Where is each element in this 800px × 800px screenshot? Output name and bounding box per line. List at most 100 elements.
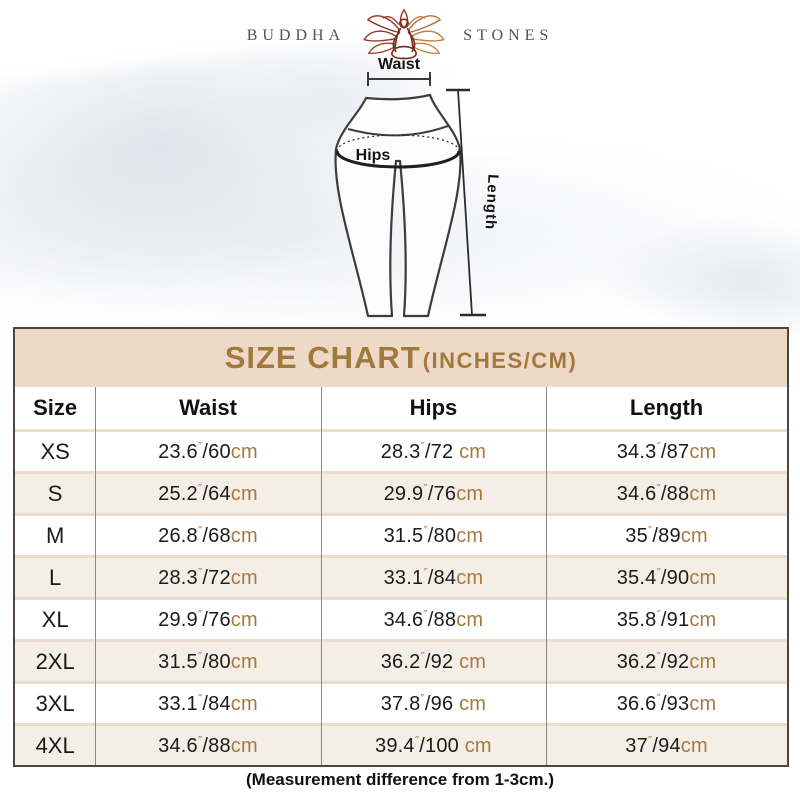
cm-value: /68 — [202, 524, 231, 547]
inches-value: 39.4 — [375, 734, 415, 757]
inch-mark: ″ — [197, 439, 203, 454]
cm-value: /93 — [660, 692, 690, 715]
size-label: 4XL — [35, 732, 75, 758]
size-label: L — [49, 564, 62, 590]
column-divider — [95, 387, 97, 765]
inches-value: 33.1 — [158, 692, 198, 715]
brand-word-left: BUDDHA — [246, 27, 346, 44]
inch-mark: ″ — [197, 481, 203, 496]
size-chart-title-band: SIZE CHART (INCHES/CM) — [15, 329, 787, 387]
cm-unit: cm — [680, 734, 708, 757]
cm-unit: cm — [689, 482, 717, 505]
measurement-value: 34.3″/87cm — [546, 440, 787, 464]
measurement-value: 23.6″/60cm — [95, 440, 320, 464]
cm-unit: cm — [456, 482, 484, 505]
table-row: 2XL 31.5″/80cm 36.2″/92 cm 36.2″/92cm — [15, 639, 787, 681]
inches-value: 36.6 — [616, 692, 657, 715]
cm-value: /64 — [202, 482, 231, 505]
measurement-value: 31.5″/80cm — [95, 650, 320, 674]
inches-value: 34.6 — [158, 734, 198, 757]
column-header-length: Length — [629, 395, 704, 420]
diagram-length-label: Length — [482, 174, 502, 231]
inches-value: 34.3 — [616, 440, 657, 463]
measurement-value: 33.1″/84cm — [95, 692, 320, 716]
inch-mark: ″ — [197, 691, 203, 706]
cm-unit: cm — [456, 566, 484, 589]
inch-mark: ″ — [420, 649, 425, 664]
inches-value: 34.6 — [616, 482, 657, 505]
cm-value: /80 — [427, 524, 457, 547]
measurement-value: 25.2″/64cm — [95, 482, 320, 506]
table-row: L 28.3″/72cm 33.1″/84cm 35.4″/90cm — [15, 555, 787, 597]
measurement-value: 36.2″/92cm — [546, 650, 787, 674]
cm-value: /90 — [660, 566, 690, 589]
inch-mark: ″ — [656, 565, 661, 580]
cm-unit: cm — [230, 608, 258, 631]
cm-unit: cm — [230, 734, 258, 757]
lotus-meditation-icon — [363, 8, 445, 60]
inches-value: 26.8 — [158, 524, 198, 547]
inch-mark: ″ — [423, 481, 428, 496]
inches-value: 31.5 — [383, 524, 424, 547]
measurement-value: 28.3″/72cm — [95, 566, 320, 590]
inch-mark: ″ — [423, 565, 428, 580]
measurement-value: 37″/94cm — [546, 734, 787, 758]
size-chart-title: SIZE CHART — [224, 340, 421, 375]
inches-value: 31.5 — [158, 650, 198, 673]
inches-value: 29.9 — [158, 608, 198, 631]
cm-value: /92 — [424, 650, 460, 673]
cm-value: /91 — [660, 608, 690, 631]
measurement-value: 31.5″/80cm — [321, 524, 546, 548]
measurement-value: 26.8″/68cm — [95, 524, 320, 548]
size-label: S — [47, 480, 63, 506]
cm-unit: cm — [230, 440, 258, 463]
cm-value: /88 — [660, 482, 690, 505]
inches-value: 36.2 — [616, 650, 657, 673]
cm-value: /72 — [202, 566, 231, 589]
inch-mark: ″ — [420, 439, 425, 454]
cm-unit: cm — [230, 650, 258, 673]
inches-value: 37 — [625, 734, 648, 757]
measurement-value: 33.1″/84cm — [321, 566, 546, 590]
size-table-grid: Size Waist Hips Length XS 23.6″/60cm 28.3″/72… — [15, 387, 787, 765]
inch-mark: ″ — [656, 649, 661, 664]
inch-mark: ″ — [656, 481, 661, 496]
cm-value: /80 — [202, 650, 231, 673]
size-label: XL — [41, 606, 69, 632]
inches-value: 35.4 — [616, 566, 657, 589]
measurement-value: 35.8″/91cm — [546, 608, 787, 632]
cm-value: /87 — [660, 440, 690, 463]
cm-unit: cm — [680, 524, 708, 547]
table-row: 4XL 34.6″/88cm 39.4″/100 cm 37″/94cm — [15, 723, 787, 765]
cm-value: /84 — [202, 692, 231, 715]
inch-mark: ″ — [197, 607, 203, 622]
inches-value: 28.3 — [380, 440, 421, 463]
cm-value: /88 — [427, 608, 457, 631]
measurement-value: 34.6″/88cm — [321, 608, 546, 632]
measurement-value: 29.9″/76cm — [95, 608, 320, 632]
cm-value: /84 — [427, 566, 457, 589]
inch-mark: ″ — [647, 523, 653, 538]
inch-mark: ″ — [197, 565, 203, 580]
cm-unit: cm — [689, 650, 717, 673]
size-chart-title-suffix: (INCHES/CM) — [422, 348, 578, 373]
inch-mark: ″ — [197, 523, 203, 538]
table-header-row: Size Waist Hips Length — [15, 387, 787, 429]
cm-value: /76 — [427, 482, 457, 505]
inch-mark: ″ — [420, 691, 425, 706]
measurement-note: (Measurement difference from 1-3cm.) — [246, 770, 554, 789]
inches-value: 36.2 — [380, 650, 421, 673]
measurement-value: 36.2″/92 cm — [321, 650, 546, 674]
cm-value: /60 — [202, 440, 231, 463]
cm-value: /88 — [202, 734, 231, 757]
cm-unit: cm — [456, 524, 484, 547]
table-row: XL 29.9″/76cm 34.6″/88cm 35.8″/91cm — [15, 597, 787, 639]
measurement-value: 35″/89cm — [546, 524, 787, 548]
measurement-value: 39.4″/100 cm — [321, 734, 546, 758]
cm-value: /89 — [652, 524, 681, 547]
measurement-value: 34.6″/88cm — [95, 734, 320, 758]
inch-mark: ″ — [423, 607, 428, 622]
table-row: XS 23.6″/60cm 28.3″/72 cm 34.3″/87cm — [15, 429, 787, 471]
size-chart-table: SIZE CHART (INCHES/CM) Size Waist Hips Leng… — [13, 327, 789, 767]
inches-value: 23.6 — [158, 440, 198, 463]
